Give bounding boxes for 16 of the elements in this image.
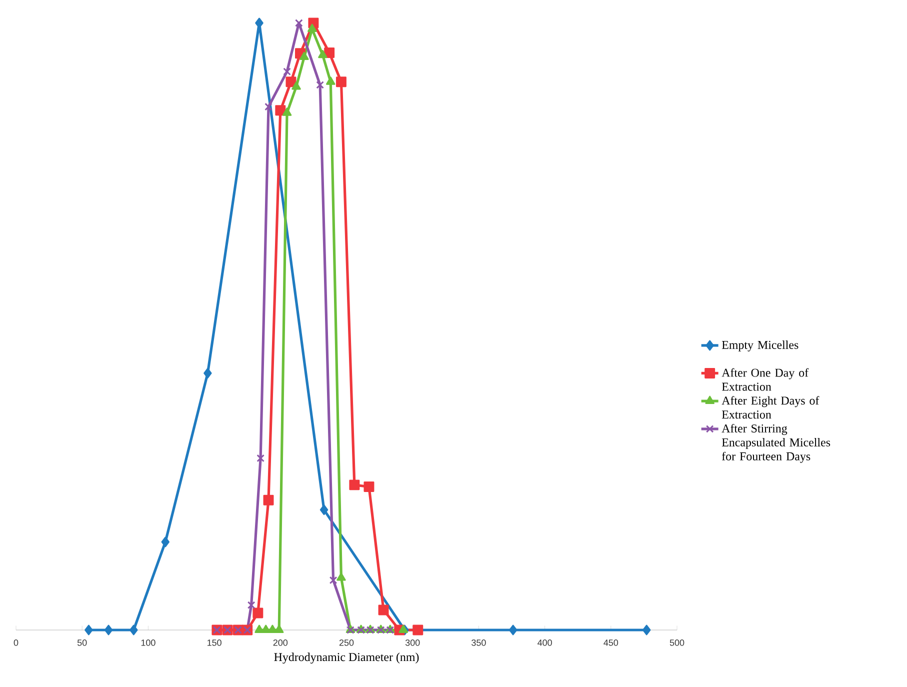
legend-label: After One Day of Extraction <box>722 368 809 391</box>
x-tick-label: 400 <box>538 639 552 646</box>
legend-label: After Eight Days of Extraction <box>722 396 820 419</box>
legend-label: After Stirring Encapsulated Micelles for Fourteen Days <box>722 424 830 463</box>
legend-label: Empty Micelles <box>722 340 798 352</box>
x-tick-label: 100 <box>141 639 156 646</box>
x-tick-label: 300 <box>405 639 420 646</box>
x-tick-label: 50 <box>77 639 87 646</box>
x-axis-title: Hydrodynamic Diameter (nm) <box>274 652 419 664</box>
x-tick-label: 350 <box>472 639 486 646</box>
x-tick-label: 0 <box>14 639 18 646</box>
x-tick-label: 150 <box>208 639 222 646</box>
x-tick-label: 450 <box>604 639 618 646</box>
x-tick-label: 500 <box>670 639 684 646</box>
x-tick-label: 250 <box>339 639 354 646</box>
x-tick-label: 200 <box>273 639 288 646</box>
